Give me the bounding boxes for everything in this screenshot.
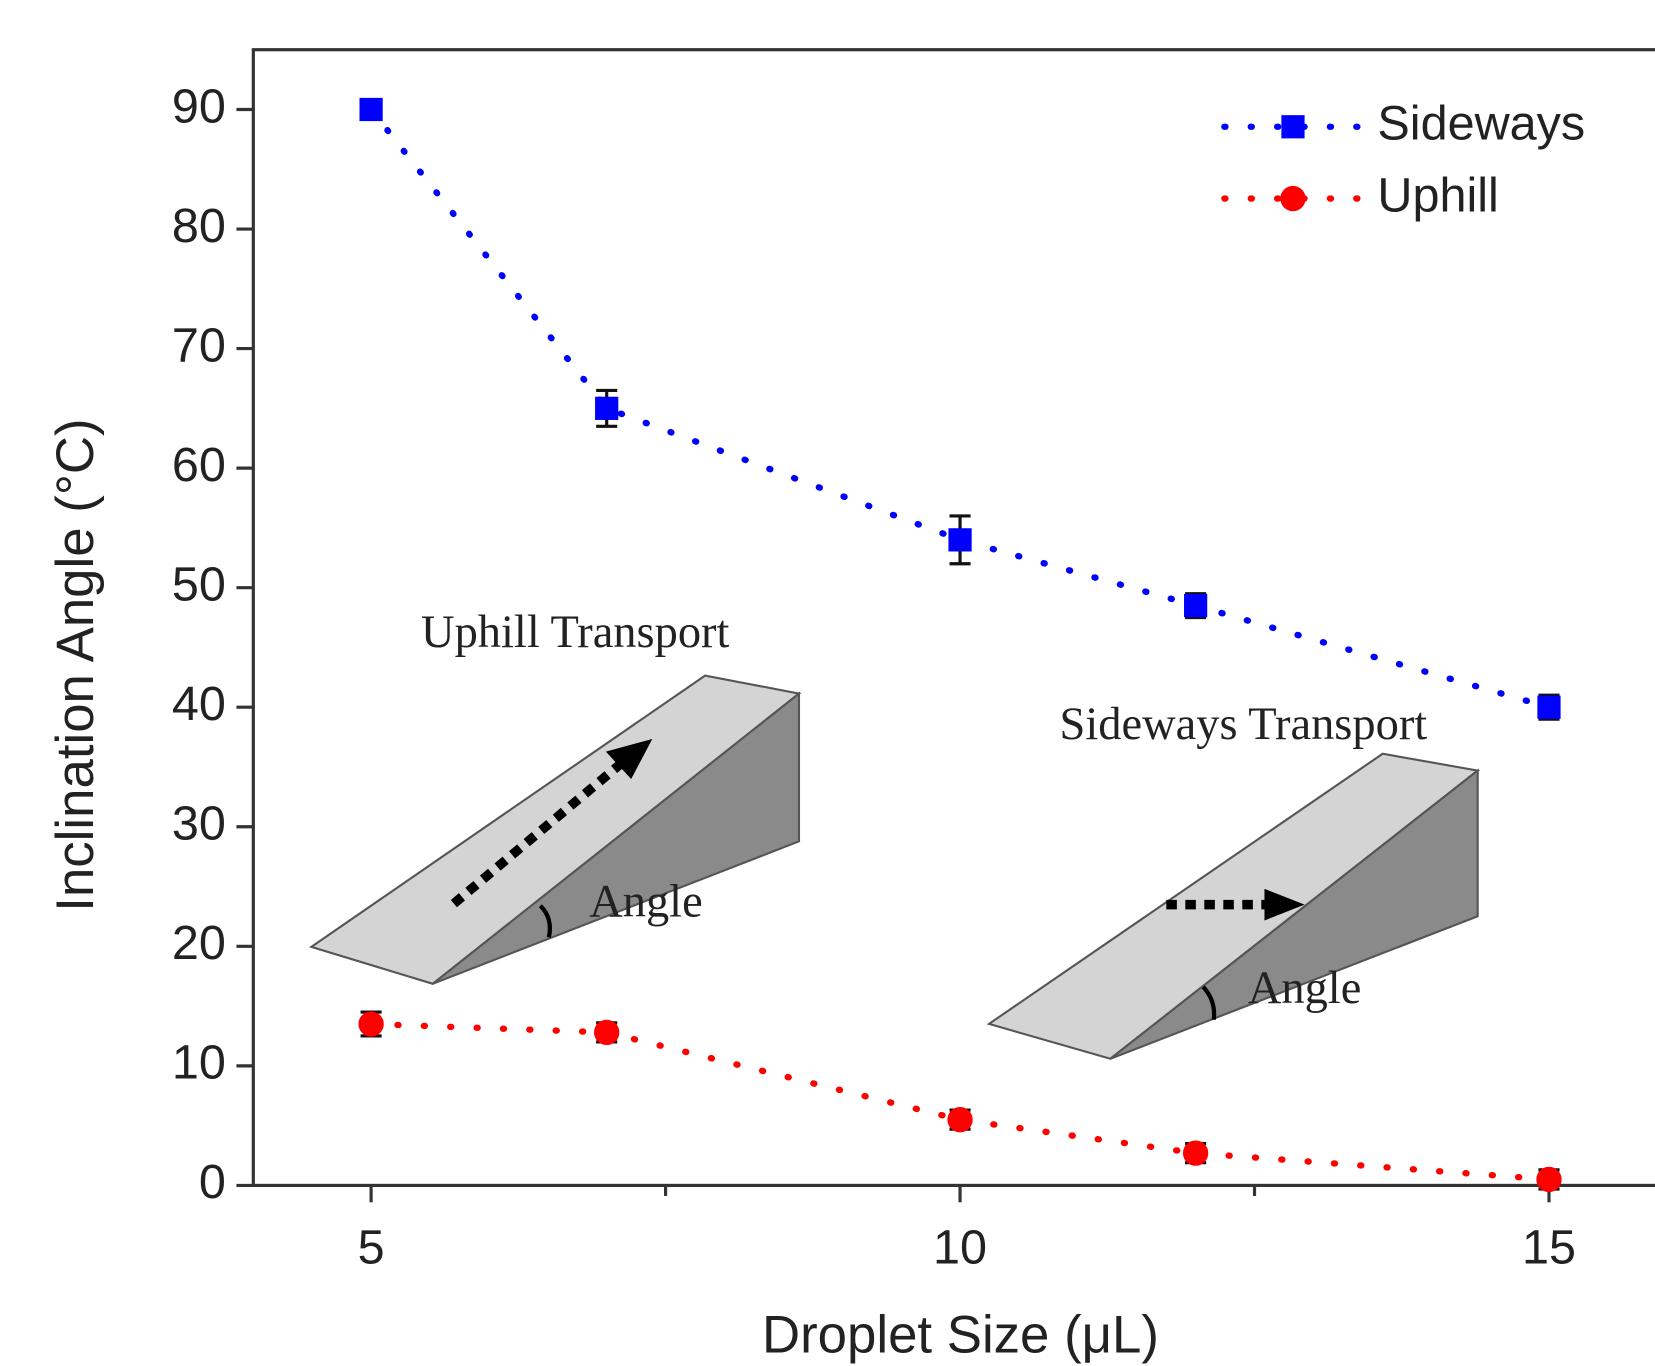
x-tick-label: 5 bbox=[358, 1221, 385, 1275]
annotation: Angle bbox=[589, 876, 703, 927]
uphill-illustration bbox=[308, 674, 802, 985]
y-tick-label: 40 bbox=[172, 677, 226, 731]
y-tick-label: 50 bbox=[172, 558, 226, 612]
data-point bbox=[595, 396, 619, 420]
data-point bbox=[594, 1019, 620, 1046]
data-point bbox=[1537, 695, 1561, 719]
data-point bbox=[359, 97, 383, 122]
y-tick-label: 0 bbox=[199, 1155, 226, 1209]
y-axis-label: Inclination Angle (°C) bbox=[46, 418, 105, 911]
data-point bbox=[948, 528, 972, 552]
legend-label: Uphill bbox=[1377, 168, 1498, 222]
data-point bbox=[947, 1106, 973, 1133]
legend-marker bbox=[1281, 115, 1305, 139]
sideways-illustration bbox=[986, 752, 1481, 1060]
x-tick-label: 10 bbox=[933, 1221, 987, 1275]
y-tick-label: 70 bbox=[172, 318, 226, 372]
y-tick-label: 80 bbox=[172, 199, 226, 253]
data-point bbox=[1536, 1166, 1562, 1193]
annotation: Angle bbox=[1248, 963, 1362, 1014]
series-line bbox=[367, 1020, 1553, 1183]
y-tick-label: 60 bbox=[172, 438, 226, 492]
y-tick-label: 30 bbox=[172, 797, 226, 851]
y-tick-label: 90 bbox=[172, 79, 226, 133]
data-point bbox=[1182, 1140, 1209, 1166]
legend-label: Sideways bbox=[1377, 97, 1585, 151]
y-tick-label: 10 bbox=[172, 1036, 226, 1090]
y-tick-label: 20 bbox=[172, 916, 226, 970]
data-point bbox=[1184, 593, 1208, 618]
x-tick-label: 15 bbox=[1522, 1221, 1576, 1275]
x-axis-label: Droplet Size (μL) bbox=[762, 1305, 1159, 1364]
legend-marker bbox=[1280, 185, 1306, 212]
annotation: Sideways Transport bbox=[1060, 699, 1428, 750]
annotation: Uphill Transport bbox=[421, 607, 729, 658]
data-point bbox=[358, 1011, 384, 1037]
